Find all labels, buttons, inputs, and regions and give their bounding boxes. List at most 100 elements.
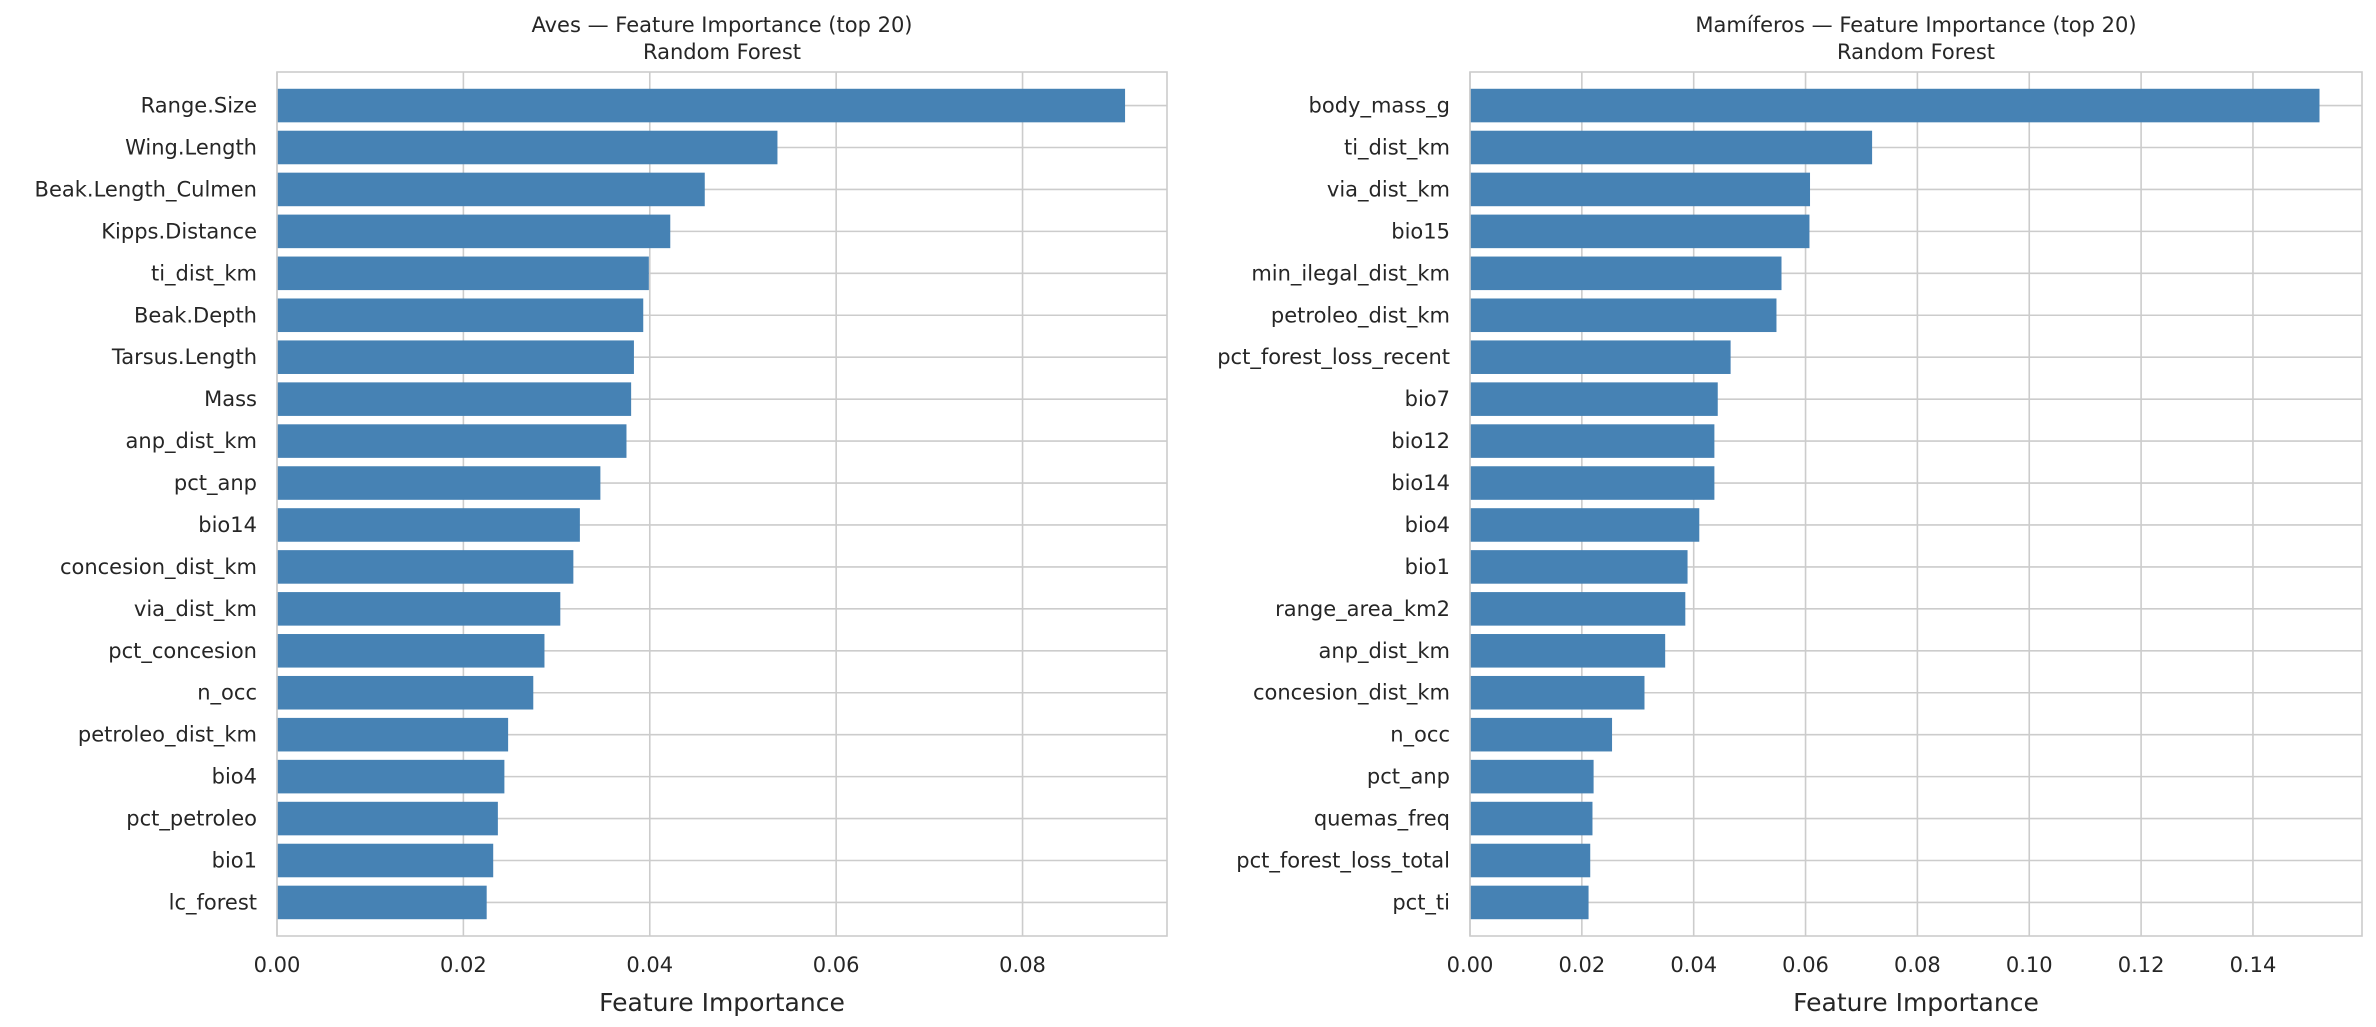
mamiferos-chart-subtitle: Random Forest [1837, 40, 1995, 64]
aves-y-tick-label: ti_dist_km [151, 261, 257, 286]
mamiferos-y-tick-label: min_ilegal_dist_km [1251, 261, 1450, 286]
mamiferos-bar [1470, 550, 1688, 584]
mamiferos-y-tick-label: range_area_km2 [1275, 597, 1450, 622]
mamiferos-bar [1470, 634, 1666, 668]
aves-y-tick-label: Beak.Length_Culmen [35, 177, 257, 202]
aves-y-tick-label: Wing.Length [125, 135, 257, 159]
mamiferos-x-tick-label: 0.06 [1782, 953, 1829, 977]
aves-bar [277, 592, 561, 626]
mamiferos-y-tick-label: bio15 [1391, 219, 1450, 243]
aves-bar [277, 675, 534, 710]
mamiferos-chart-title: Mamíferos — Feature Importance (top 20) [1695, 13, 2136, 37]
aves-bar [277, 88, 1126, 123]
aves-x-tick-label: 0.00 [254, 953, 301, 977]
aves-y-tick-label: petroleo_dist_km [78, 723, 257, 748]
mamiferos-bars [1470, 88, 2320, 920]
mamiferos-chart-panel: body_mass_g ti_dist_km via_dist_km bio15 min… [1217, 13, 2363, 1017]
aves-y-tick-label: Beak.Depth [134, 303, 257, 327]
aves-y-tick-label: n_occ [197, 681, 257, 706]
mamiferos-x-tick-label: 0.14 [2230, 953, 2277, 977]
mamiferos-bar [1470, 214, 1810, 249]
aves-bar [277, 885, 487, 920]
aves-bar [277, 550, 574, 584]
mamiferos-y-tick-label: bio7 [1405, 387, 1450, 411]
mamiferos-y-tick-labels: body_mass_g ti_dist_km via_dist_km bio15 min… [1217, 94, 1450, 916]
mamiferos-bar [1470, 172, 1811, 207]
aves-x-tick-label: 0.02 [440, 953, 487, 977]
aves-bar [277, 172, 705, 207]
aves-chart-subtitle: Random Forest [643, 40, 801, 64]
aves-bar [277, 717, 509, 752]
mamiferos-y-tick-label: via_dist_km [1327, 177, 1450, 202]
mamiferos-y-tick-label: n_occ [1390, 723, 1450, 748]
aves-bar [277, 382, 632, 416]
aves-bar [277, 424, 627, 458]
aves-y-tick-label: concesion_dist_km [60, 555, 257, 580]
mamiferos-y-tick-label: bio12 [1391, 429, 1450, 453]
aves-bar [277, 508, 580, 542]
mamiferos-x-tick-label: 0.12 [2118, 953, 2165, 977]
aves-y-tick-label: lc_forest [169, 890, 257, 915]
aves-y-tick-label: bio4 [212, 765, 257, 789]
mamiferos-x-tick-label: 0.10 [2006, 953, 2053, 977]
aves-y-tick-label: pct_concesion [108, 639, 257, 664]
mamiferos-x-tick-label: 0.02 [1558, 953, 1605, 977]
aves-y-tick-label: bio1 [212, 849, 257, 873]
aves-y-tick-label: Kipps.Distance [101, 219, 257, 243]
mamiferos-y-tick-label: pct_ti [1392, 890, 1450, 915]
mamiferos-y-tick-label: bio4 [1405, 513, 1450, 537]
mamiferos-y-tick-label: concesion_dist_km [1253, 681, 1450, 706]
mamiferos-bar [1470, 801, 1593, 836]
mamiferos-bar [1470, 592, 1686, 626]
mamiferos-y-tick-label: body_mass_g [1309, 94, 1450, 119]
mamiferos-bar [1470, 424, 1715, 458]
aves-bar [277, 340, 634, 374]
mamiferos-x-tick-label: 0.00 [1447, 953, 1494, 977]
mamiferos-y-tick-label: ti_dist_km [1344, 135, 1450, 160]
mamiferos-y-tick-label: pct_anp [1367, 765, 1450, 790]
mamiferos-bar [1470, 759, 1594, 794]
aves-bar [277, 843, 494, 878]
aves-y-tick-label: bio14 [198, 513, 257, 537]
aves-bar [277, 759, 505, 794]
aves-y-tick-label: anp_dist_km [126, 429, 257, 454]
aves-bar [277, 256, 649, 291]
aves-y-tick-label: pct_petroleo [126, 807, 257, 832]
mamiferos-bar [1470, 717, 1613, 752]
mamiferos-bar [1470, 298, 1777, 333]
mamiferos-x-tick-label: 0.04 [1670, 953, 1717, 977]
aves-bars [277, 88, 1126, 920]
mamiferos-bar [1470, 340, 1731, 374]
aves-y-tick-label: Mass [204, 387, 257, 411]
mamiferos-bar [1470, 508, 1700, 542]
mamiferos-y-tick-label: bio1 [1405, 555, 1450, 579]
mamiferos-bar [1470, 382, 1718, 416]
aves-bar [277, 130, 778, 165]
mamiferos-bar [1470, 843, 1591, 878]
mamiferos-x-axis-label: Feature Importance [1793, 988, 2039, 1017]
aves-y-tick-label: Tarsus.Length [111, 345, 257, 369]
aves-chart-panel: Range.Size Wing.Length Beak.Length_Culmen K… [35, 13, 1168, 1017]
aves-bar [277, 801, 498, 836]
aves-x-tick-label: 0.04 [626, 953, 673, 977]
mamiferos-bar [1470, 885, 1589, 920]
aves-x-tick-label: 0.08 [999, 953, 1046, 977]
mamiferos-y-tick-label: quemas_freq [1314, 807, 1450, 832]
mamiferos-bar [1470, 675, 1645, 710]
aves-bar [277, 214, 671, 249]
aves-y-tick-label: Range.Size [141, 94, 257, 118]
aves-x-tick-labels: 0.00 0.02 0.04 0.06 0.08 [254, 953, 1046, 977]
mamiferos-y-tick-label: anp_dist_km [1319, 639, 1450, 664]
mamiferos-y-tick-label: bio14 [1391, 471, 1450, 495]
mamiferos-x-tick-labels: 0.00 0.02 0.04 0.06 0.08 0.10 0.12 0.14 [1447, 953, 2277, 977]
mamiferos-bar [1470, 466, 1715, 500]
mamiferos-y-tick-label: pct_forest_loss_recent [1217, 345, 1450, 370]
aves-y-tick-label: pct_anp [174, 471, 257, 496]
mamiferos-bar [1470, 88, 2320, 123]
aves-y-tick-labels: Range.Size Wing.Length Beak.Length_Culmen K… [35, 94, 257, 916]
aves-bar [277, 634, 545, 668]
aves-y-tick-label: via_dist_km [134, 597, 257, 622]
mamiferos-x-tick-label: 0.08 [1894, 953, 1941, 977]
mamiferos-y-tick-label: pct_forest_loss_total [1236, 849, 1450, 874]
